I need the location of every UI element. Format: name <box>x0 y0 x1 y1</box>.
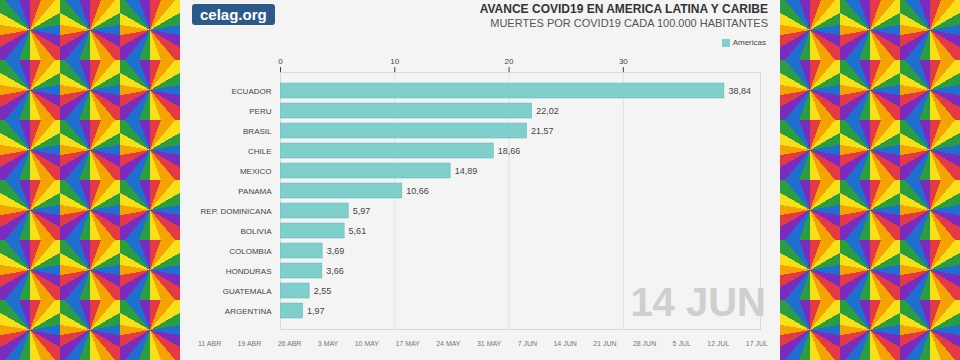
svg-text:20: 20 <box>505 57 514 66</box>
svg-text:PANAMA: PANAMA <box>238 187 272 196</box>
svg-text:3,66: 3,66 <box>326 266 344 276</box>
svg-text:10,66: 10,66 <box>406 186 429 196</box>
html-text:17 JUL: 17 JUL <box>745 340 768 347</box>
svg-text:22,02: 22,02 <box>536 106 559 116</box>
html-text:7 JUN: 7 JUN <box>517 340 538 347</box>
svg-text:30: 30 <box>619 57 628 66</box>
html-text:MUERTES POR COVID19 CADA 100.0: MUERTES POR COVID19 CADA 100.000 HABITAN… <box>490 17 768 29</box>
svg-text:BRASIL: BRASIL <box>243 127 272 136</box>
svg-text:5,61: 5,61 <box>349 226 367 236</box>
svg-text:MEXICO: MEXICO <box>240 167 272 176</box>
svg-text:14,89: 14,89 <box>455 166 478 176</box>
svg-text:BOLIVIA: BOLIVIA <box>240 227 272 236</box>
html-text:5 JUL: 5 JUL <box>672 340 691 347</box>
html-text:3 MAY: 3 MAY <box>317 340 339 347</box>
html-text:AVANCE COVID19 EN AMERICA LATI: AVANCE COVID19 EN AMERICA LATINA Y CARIB… <box>479 2 768 16</box>
html-text:21 JUN: 21 JUN <box>593 340 617 347</box>
svg-text:3,69: 3,69 <box>327 246 345 256</box>
svg-text:2,55: 2,55 <box>314 286 332 296</box>
html-text:24 MAY: 24 MAY <box>436 340 461 347</box>
svg-text:REP. DOMINICANA: REP. DOMINICANA <box>201 207 273 216</box>
svg-text:COLOMBIA: COLOMBIA <box>229 247 272 256</box>
svg-text:18,66: 18,66 <box>498 146 521 156</box>
html-text:11 ABR: 11 ABR <box>198 340 222 347</box>
html-text:19 ABR: 19 ABR <box>237 340 262 347</box>
html-text:celag.org: celag.org <box>200 6 267 23</box>
html-text:10 MAY: 10 MAY <box>354 340 379 347</box>
svg-text:GUATEMALA: GUATEMALA <box>223 287 272 296</box>
html-text:14 JUN: 14 JUN <box>553 340 577 347</box>
html-text:14 JUN: 14 JUN <box>630 280 766 324</box>
svg-text:ECUADOR: ECUADOR <box>231 87 271 96</box>
html-text:Americas: Americas <box>732 38 766 47</box>
svg-text:HONDURAS: HONDURAS <box>226 267 272 276</box>
html-text:28 JUN: 28 JUN <box>632 340 657 347</box>
svg-text:10: 10 <box>390 57 399 66</box>
svg-text:38,84: 38,84 <box>728 86 751 96</box>
svg-text:CHILE: CHILE <box>248 147 272 156</box>
html-text:17 MAY: 17 MAY <box>395 340 420 347</box>
html-text:31 MAY: 31 MAY <box>476 340 502 347</box>
svg-text:ARGENTINA: ARGENTINA <box>225 307 272 316</box>
svg-text:PERU: PERU <box>249 107 271 116</box>
svg-text:5,97: 5,97 <box>353 206 371 216</box>
svg-text:21,57: 21,57 <box>531 126 554 136</box>
svg-text:0: 0 <box>278 57 283 66</box>
html-text:26 ABR: 26 ABR <box>277 340 302 347</box>
html-text:12 JUL: 12 JUL <box>707 340 730 347</box>
svg-text:1,97: 1,97 <box>307 306 325 316</box>
